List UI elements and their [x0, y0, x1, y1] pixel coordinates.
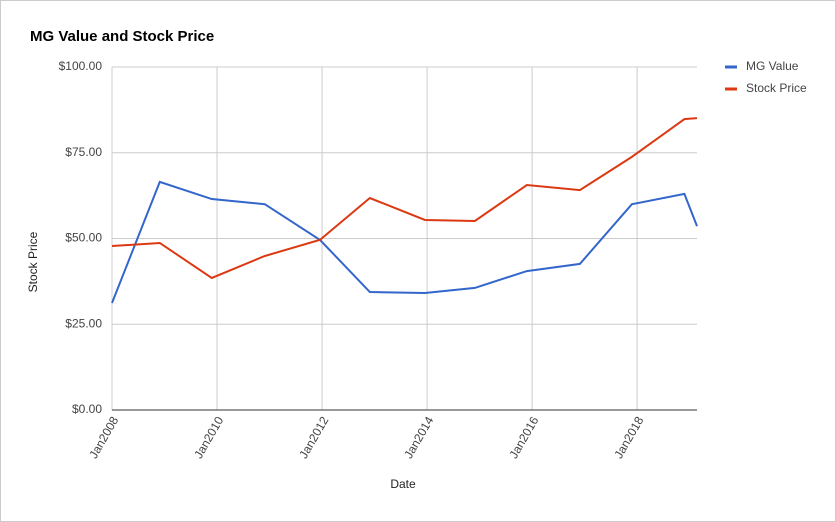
y-tick-label: $50.00: [65, 231, 102, 245]
y-tick-label: $25.00: [65, 316, 102, 330]
legend-label: Stock Price: [746, 81, 807, 95]
legend-label: MG Value: [746, 59, 799, 73]
x-axis-label: Date: [390, 477, 416, 491]
chart-title: MG Value and Stock Price: [30, 28, 214, 45]
series-line: [111, 180, 698, 304]
y-axis-label: Stock Price: [26, 231, 40, 292]
y-tick-label: $100.00: [59, 59, 103, 73]
series-line: [111, 117, 698, 280]
y-tick-label: $75.00: [65, 145, 102, 159]
y-tick-label: $0.00: [72, 402, 102, 416]
